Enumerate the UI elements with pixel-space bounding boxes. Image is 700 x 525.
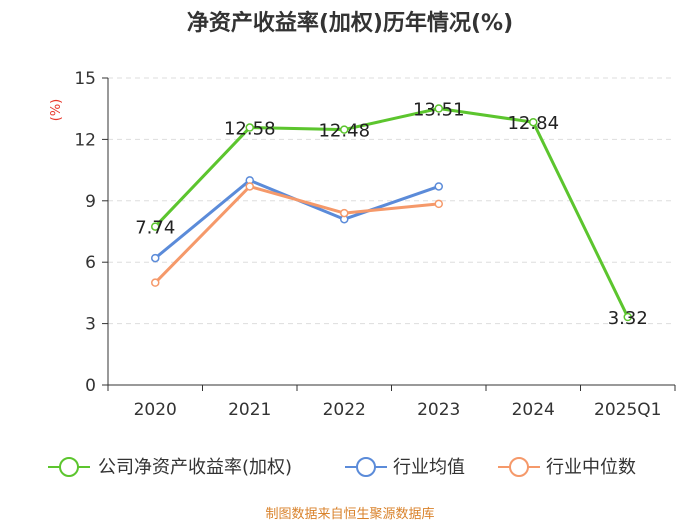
y-tick-label: 3 (85, 315, 96, 335)
data-label: 12.84 (507, 113, 559, 134)
series-point-1 (434, 182, 443, 191)
series-point-0 (340, 125, 349, 134)
grid-lines (108, 77, 675, 325)
data-label: 7.74 (135, 218, 175, 239)
series-line-2 (154, 184, 439, 284)
y-tick-label: 9 (85, 192, 96, 212)
legend-marker (509, 457, 529, 477)
legend-label: 公司净资产收益率(加权) (98, 457, 292, 478)
series-point-2 (151, 278, 160, 287)
x-tick-label: 2021 (228, 400, 271, 420)
source-note: 制图数据来自恒生聚源数据库 (265, 506, 434, 522)
legend-marker (59, 457, 79, 477)
data-label: 12.58 (224, 119, 276, 140)
x-tick-label: 2023 (417, 400, 460, 420)
series-point-0 (434, 104, 443, 113)
data-label: 3.32 (608, 308, 648, 329)
series-line-0 (154, 106, 630, 318)
legend-label: 行业均值 (393, 457, 465, 478)
x-tick-label: 2024 (512, 400, 555, 420)
axes: 0 3 6 9 12 15 2020 2021 2022 2023 2024 2025Q1 (74, 69, 676, 420)
x-tick-label: 2025Q1 (594, 400, 661, 420)
legend-marker (356, 457, 376, 477)
y-tick-label: 15 (74, 69, 96, 89)
y-tick-label: 12 (74, 130, 96, 150)
chart-title: 净资产收益率(加权)历年情况(%) (187, 10, 513, 36)
y-axis-label: (%) (49, 99, 64, 122)
series-point-1 (151, 253, 160, 263)
series-lines (151, 104, 632, 322)
series-point-0 (151, 222, 160, 231)
series-line-1 (154, 178, 440, 260)
y-tick-label: 6 (85, 253, 96, 273)
x-tick-label: 2022 (323, 400, 366, 420)
series-point-0 (245, 123, 254, 132)
x-tick-label: 2020 (134, 400, 177, 420)
series-point-0 (623, 312, 632, 322)
series-point-2 (245, 182, 254, 191)
data-label: 12.48 (318, 121, 370, 142)
series-point-2 (340, 208, 349, 218)
series-point-2 (434, 199, 443, 209)
data-labels: 7.74 12.58 12.48 13.51 12.84 3.32 (135, 99, 648, 329)
data-label: 13.51 (413, 99, 465, 120)
legend: 公司净资产收益率(加权) 行业均值 行业中位数 (48, 457, 636, 478)
y-tick-label: 0 (85, 376, 96, 396)
legend-label: 行业中位数 (546, 457, 636, 478)
series-point-0 (529, 117, 538, 127)
